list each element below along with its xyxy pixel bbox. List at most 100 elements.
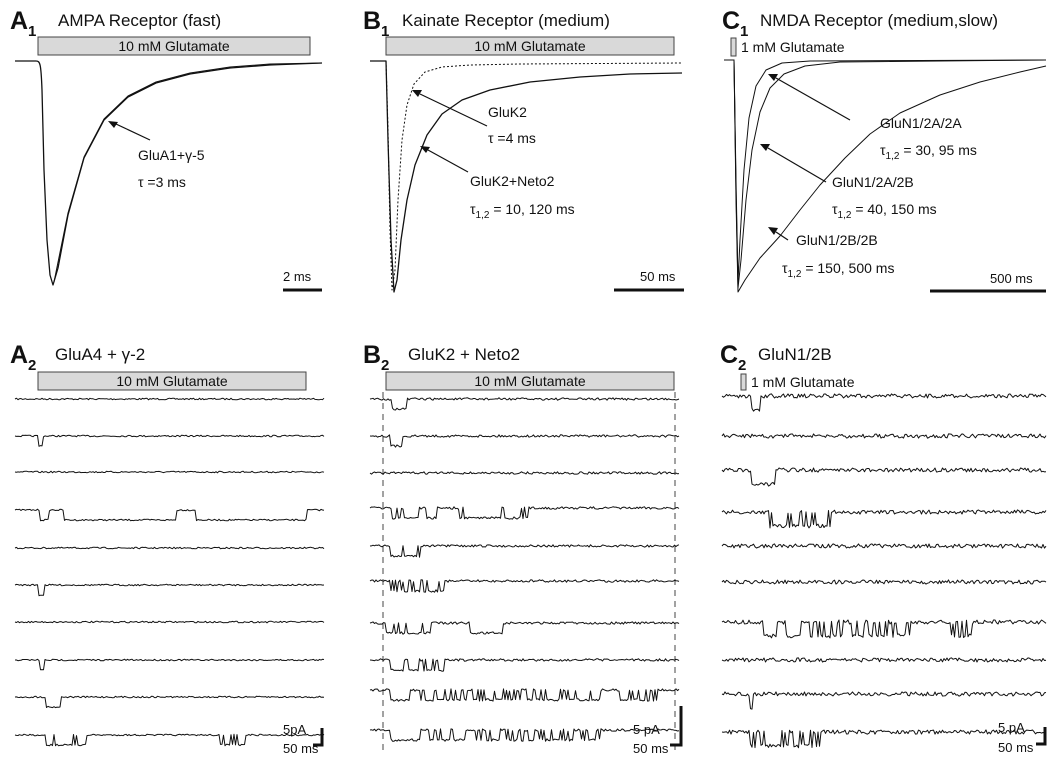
scale-bar-c2-y-label: 5 pA xyxy=(998,720,1025,735)
annotation-gluk2: GluK2 τ =4 ms xyxy=(412,90,536,146)
arrow-head xyxy=(420,146,430,153)
scale-bar-c1-label: 500 ms xyxy=(990,271,1033,286)
panel-c1-subscript: 1 xyxy=(740,23,748,40)
annotation-tau: τ1,2 = 40, 150 ms xyxy=(832,201,937,221)
arrow-head xyxy=(768,74,778,81)
annotation-glun1-2b-2b: GluN1/2B/2B τ1,2 = 150, 500 ms xyxy=(768,227,894,280)
scale-bar-a2-y-label: 5pA xyxy=(283,722,306,737)
c2-trace-7 xyxy=(721,619,1047,639)
c2-trace-3 xyxy=(721,467,1047,487)
annotation-label: GluK2 xyxy=(488,104,527,120)
b2-trace-1 xyxy=(369,397,680,411)
panel-a1-subscript: 1 xyxy=(28,23,36,40)
arrow-line xyxy=(775,231,789,241)
b2-trace-3 xyxy=(369,471,680,475)
a2-trace-2 xyxy=(14,434,325,447)
trace-glun1-2a-2a xyxy=(724,59,1047,283)
trace-gluk2 xyxy=(370,60,683,291)
annotation-tau: τ1,2 = 150, 500 ms xyxy=(782,260,894,280)
b2-trace-7 xyxy=(369,621,680,635)
panel-c2-letter: C xyxy=(720,341,738,369)
glutamate-pulse-c1-label: 1 mM Glutamate xyxy=(741,39,845,55)
a2-trace-1 xyxy=(14,397,325,401)
a2-trace-8 xyxy=(15,658,325,671)
glutamate-pulse-c2 xyxy=(740,373,747,391)
panel-a1: A 1 AMPA Receptor (fast) 10 mM Glutamate… xyxy=(10,7,323,292)
panel-b1-title: Kainate Receptor (medium) xyxy=(402,11,610,30)
panel-c1: C 1 NMDA Receptor (medium,slow) 1 mM Glu… xyxy=(722,7,1047,293)
glutamate-pulse-c2-label: 1 mM Glutamate xyxy=(751,374,855,390)
a2-trace-9 xyxy=(14,695,325,709)
annotation-label: GluN1/2A/2A xyxy=(880,115,962,131)
arrow-head xyxy=(108,121,118,128)
trace-gluk2-neto2 xyxy=(370,60,683,293)
arrow-line xyxy=(115,123,151,141)
glutamate-bar-a2 xyxy=(37,371,307,391)
annotation-glun1-2a-2b: GluN1/2A/2B τ1,2 = 40, 150 ms xyxy=(760,144,937,221)
panel-b1-subscript: 1 xyxy=(381,23,389,40)
c2-trace-2 xyxy=(721,433,1047,439)
glutamate-bar-a1-label: 10 mM Glutamate xyxy=(118,38,229,54)
annotation-tau: τ1,2 = 10, 120 ms xyxy=(470,201,575,221)
annotation-gluk2-neto2: GluK2+Neto2 τ1,2 = 10, 120 ms xyxy=(420,146,575,221)
c2-trace-10 xyxy=(721,729,1047,749)
c2-trace-5 xyxy=(721,543,1047,549)
panel-a2-subscript: 2 xyxy=(28,357,36,374)
arrow-head xyxy=(768,227,778,235)
annotation-tau: τ =3 ms xyxy=(138,174,186,190)
panel-b1: B 1 Kainate Receptor (medium) 10 mM Glut… xyxy=(363,7,684,293)
glutamate-bar-b1 xyxy=(385,36,675,56)
c2-trace-1 xyxy=(721,393,1047,412)
arrow-line xyxy=(427,149,469,173)
panel-b2-subscript: 2 xyxy=(381,357,389,374)
annotation-tau: τ =4 ms xyxy=(488,130,536,146)
b2-trace-8 xyxy=(369,658,680,672)
scale-bar-a2 xyxy=(313,728,324,747)
annotation-glua1-gamma5: GluA1+γ-5 τ =3 ms xyxy=(108,121,205,190)
annotation-label: GluN1/2B/2B xyxy=(796,232,878,248)
panel-c2-title: GluN1/2B xyxy=(758,345,832,364)
fit-curve-a1 xyxy=(53,62,323,283)
scale-bar-c2 xyxy=(1036,727,1047,746)
annotation-glun1-2a-2a: GluN1/2A/2A τ1,2 = 30, 95 ms xyxy=(768,74,977,162)
arrow-head xyxy=(760,144,770,151)
glutamate-bar-a2-label: 10 mM Glutamate xyxy=(116,373,227,389)
a2-single-channel-traces xyxy=(14,397,325,747)
a2-trace-7 xyxy=(14,620,325,624)
panel-a2-letter: A xyxy=(10,341,28,369)
scale-bar-b2 xyxy=(670,706,683,747)
glutamate-bar-a1 xyxy=(37,36,311,56)
c2-trace-4 xyxy=(721,509,1047,529)
b2-trace-2 xyxy=(369,434,680,448)
panel-a2-title: GluA4 + γ-2 xyxy=(55,345,145,364)
panel-a1-letter: A xyxy=(10,7,28,35)
a2-trace-10 xyxy=(14,733,325,747)
panel-a2: A 2 GluA4 + γ-2 10 mM Glutamate 5pA 50 m… xyxy=(10,341,325,756)
panel-a1-title: AMPA Receptor (fast) xyxy=(58,11,221,30)
b2-trace-6 xyxy=(369,579,680,593)
a2-trace-4 xyxy=(14,508,325,522)
arrow-line xyxy=(775,77,851,121)
arrow-head xyxy=(412,90,422,97)
scale-bar-a1-label: 2 ms xyxy=(283,269,312,284)
annotation-label: GluN1/2A/2B xyxy=(832,174,914,190)
c2-trace-8 xyxy=(721,657,1047,663)
glutamate-bar-b2 xyxy=(385,371,675,391)
annotation-tau: τ1,2 = 30, 95 ms xyxy=(880,142,977,162)
a2-trace-5 xyxy=(14,546,325,550)
scale-bar-b2-x-label: 50 ms xyxy=(633,741,669,756)
panel-b1-letter: B xyxy=(363,7,381,35)
trace-glua1-gamma5 xyxy=(15,60,323,286)
b2-single-channel-traces xyxy=(369,397,680,742)
panel-c2: C 2 GluN1/2B 1 mM Glutamate 5 pA 50 ms xyxy=(720,341,1047,755)
panel-c1-letter: C xyxy=(722,7,740,35)
scale-bar-b1-label: 50 ms xyxy=(640,269,676,284)
panel-c2-subscript: 2 xyxy=(738,357,746,374)
scale-bar-c2-x-label: 50 ms xyxy=(998,740,1034,755)
c2-single-channel-traces xyxy=(721,393,1047,749)
a2-trace-3 xyxy=(14,470,325,474)
scale-bar-a2-x-label: 50 ms xyxy=(283,741,319,756)
glutamate-bar-b1-label: 10 mM Glutamate xyxy=(474,38,585,54)
panel-b2-title: GluK2 + Neto2 xyxy=(408,345,520,364)
annotation-label: GluA1+γ-5 xyxy=(138,147,205,163)
